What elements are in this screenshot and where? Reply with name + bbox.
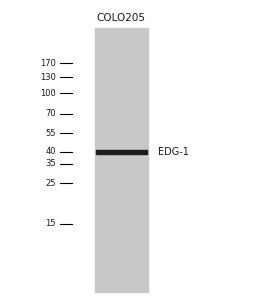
Bar: [96, 150, 147, 154]
Text: 170: 170: [40, 58, 56, 68]
Text: 55: 55: [46, 128, 56, 137]
Text: 25: 25: [46, 178, 56, 188]
Text: 100: 100: [40, 88, 56, 98]
Bar: [95, 28, 148, 292]
Text: 130: 130: [40, 73, 56, 82]
Text: 35: 35: [45, 160, 56, 169]
Text: 70: 70: [45, 110, 56, 118]
Text: COLO205: COLO205: [97, 13, 145, 23]
Text: 15: 15: [46, 220, 56, 229]
Text: EDG-1: EDG-1: [158, 147, 189, 157]
Text: 40: 40: [46, 148, 56, 157]
